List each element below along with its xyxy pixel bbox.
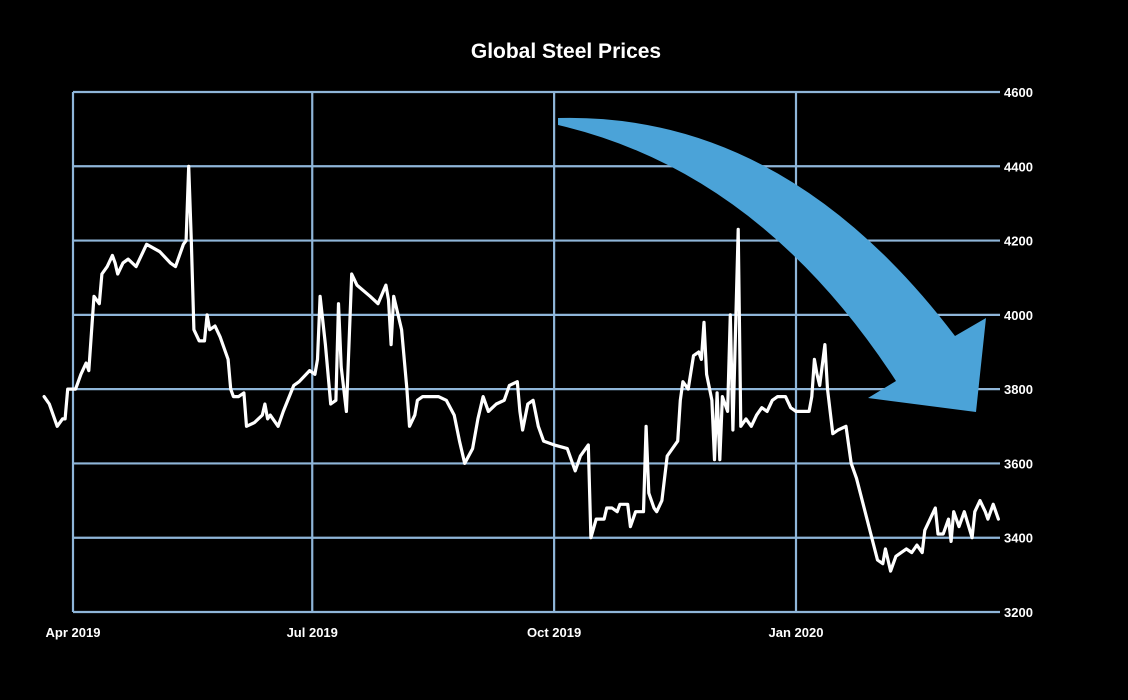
x-tick-label: Jul 2019 bbox=[287, 625, 338, 640]
y-tick-label: 4600 bbox=[1004, 85, 1033, 100]
chart-title: Global Steel Prices bbox=[470, 40, 662, 63]
y-tick-label: 3200 bbox=[1004, 605, 1033, 620]
y-tick-label: 4000 bbox=[1004, 308, 1033, 323]
x-axis-ticks: Apr 2019 Jul 2019 Oct 2019 Jan 2020 bbox=[46, 625, 824, 640]
x-tick-label: Jan 2020 bbox=[769, 625, 824, 640]
y-tick-label: 3600 bbox=[1004, 456, 1033, 471]
x-tick-label: Apr 2019 bbox=[46, 625, 101, 640]
y-tick-label: 4200 bbox=[1004, 234, 1033, 249]
y-tick-label: 4400 bbox=[1004, 159, 1033, 174]
grid bbox=[71, 90, 1000, 614]
y-axis-ticks: 3200 3400 3600 3800 4000 4200 4400 4600 bbox=[1004, 85, 1033, 620]
price-series-line bbox=[42, 164, 1000, 573]
x-tick-label: Oct 2019 bbox=[527, 625, 581, 640]
downward-trend-arrow-icon bbox=[558, 117, 986, 412]
y-tick-label: 3400 bbox=[1004, 531, 1033, 546]
y-tick-label: 3800 bbox=[1004, 382, 1033, 397]
